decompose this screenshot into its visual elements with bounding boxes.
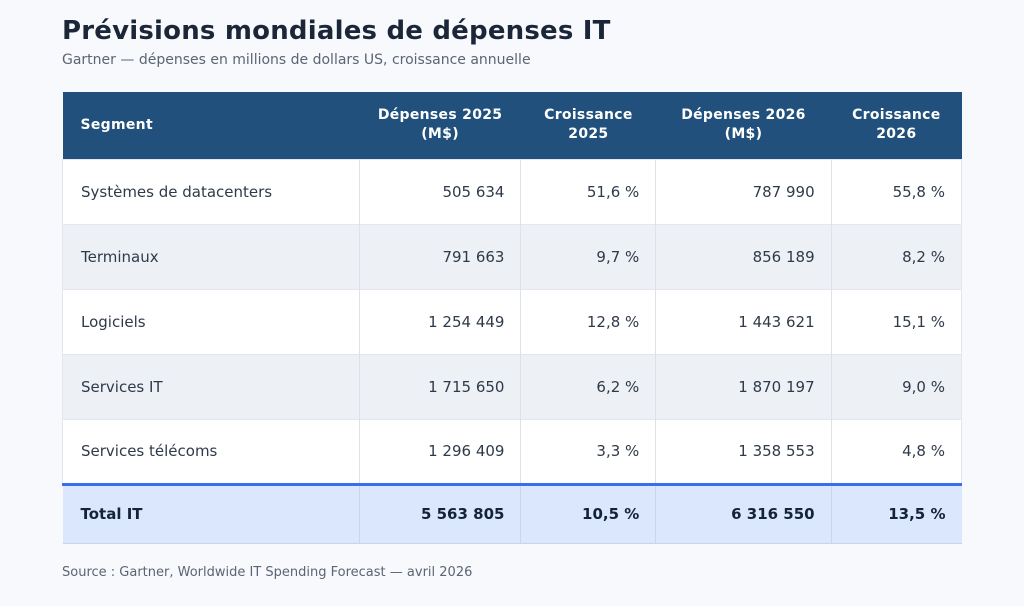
total-croissance-2026-cell: 13,5 % xyxy=(830,482,962,544)
table-row-terminaux: Terminaux 791 663 9,7 % 856 189 8,2 % xyxy=(62,223,963,289)
table-footer: Total IT 5 563 805 10,5 % 6 316 550 13,5… xyxy=(62,482,962,544)
column-header-label: Dépenses 2025 xyxy=(377,107,503,124)
page-container: Prévisions mondiales de dépenses IT Gart… xyxy=(62,16,963,580)
total-label-cell: Total IT xyxy=(62,482,360,544)
croissance-2025-cell: 6,2 % xyxy=(520,353,656,419)
segment-cell: Terminaux xyxy=(62,223,360,289)
depenses-2025-cell: 1 296 409 xyxy=(358,418,521,484)
column-header-label: Segment xyxy=(80,116,153,133)
segment-cell: Systèmes de datacenters xyxy=(62,158,360,224)
segment-cell: Services télécoms xyxy=(62,418,360,484)
total-croissance-2025-cell: 10,5 % xyxy=(520,482,656,544)
table-row-logiciels: Logiciels 1 254 449 12,8 % 1 443 621 15,… xyxy=(62,288,963,354)
column-header-croissance-2025: Croissance 2025 xyxy=(520,92,656,159)
depenses-2025-cell: 791 663 xyxy=(358,223,521,289)
croissance-2025-cell: 51,6 % xyxy=(520,158,656,224)
source-note: Source : Gartner, Worldwide IT Spending … xyxy=(62,564,473,580)
page-subtitle: Gartner — dépenses en millions de dollar… xyxy=(62,52,531,68)
page-title: Prévisions mondiales de dépenses IT xyxy=(62,16,611,46)
header-row: Segment Dépenses 2025 (M$) Croissance 20… xyxy=(62,92,962,159)
croissance-2025-cell: 12,8 % xyxy=(520,288,656,354)
table-row-datacenters: Systèmes de datacenters 505 634 51,6 % 7… xyxy=(62,158,963,224)
croissance-2026-cell: 9,0 % xyxy=(830,353,963,419)
column-header-label: Croissance xyxy=(852,107,941,124)
depenses-2026-cell: 1 870 197 xyxy=(655,353,832,419)
table-row-services-telecoms: Services télécoms 1 296 409 3,3 % 1 358 … xyxy=(62,418,963,484)
column-header-segment: Segment xyxy=(62,92,360,159)
depenses-2025-cell: 1 715 650 xyxy=(358,353,521,419)
column-header-depenses-2026: Dépenses 2026 (M$) xyxy=(655,92,832,159)
table-header: Segment Dépenses 2025 (M$) Croissance 20… xyxy=(62,92,962,159)
it-spending-table: Segment Dépenses 2025 (M$) Croissance 20… xyxy=(62,92,963,544)
total-depenses-2026-cell: 6 316 550 xyxy=(655,482,832,544)
total-row: Total IT 5 563 805 10,5 % 6 316 550 13,5… xyxy=(62,482,962,544)
segment-cell: Services IT xyxy=(62,353,360,419)
croissance-2025-cell: 9,7 % xyxy=(520,223,656,289)
column-header-sublabel: 2025 xyxy=(568,126,609,143)
depenses-2025-cell: 505 634 xyxy=(358,158,521,224)
column-header-sublabel: (M$) xyxy=(724,126,763,143)
column-header-label: Croissance xyxy=(544,107,633,124)
column-header-sublabel: (M$) xyxy=(421,126,459,143)
croissance-2026-cell: 8,2 % xyxy=(830,223,963,289)
column-header-label: Dépenses 2026 xyxy=(681,107,806,124)
column-header-sublabel: 2026 xyxy=(876,126,917,143)
depenses-2026-cell: 1 443 621 xyxy=(655,288,832,354)
table-row-services-it: Services IT 1 715 650 6,2 % 1 870 197 9,… xyxy=(62,353,963,419)
croissance-2026-cell: 55,8 % xyxy=(830,158,963,224)
depenses-2026-cell: 1 358 553 xyxy=(655,418,832,484)
total-depenses-2025-cell: 5 563 805 xyxy=(358,482,521,544)
table-body: Systèmes de datacenters 505 634 51,6 % 7… xyxy=(62,158,963,484)
depenses-2026-cell: 787 990 xyxy=(655,158,832,224)
croissance-2025-cell: 3,3 % xyxy=(520,418,656,484)
column-header-depenses-2025: Dépenses 2025 (M$) xyxy=(359,92,521,159)
depenses-2025-cell: 1 254 449 xyxy=(358,288,521,354)
segment-cell: Logiciels xyxy=(62,288,360,354)
depenses-2026-cell: 856 189 xyxy=(655,223,832,289)
column-header-croissance-2026: Croissance 2026 xyxy=(831,92,962,159)
croissance-2026-cell: 4,8 % xyxy=(830,418,963,484)
croissance-2026-cell: 15,1 % xyxy=(830,288,963,354)
